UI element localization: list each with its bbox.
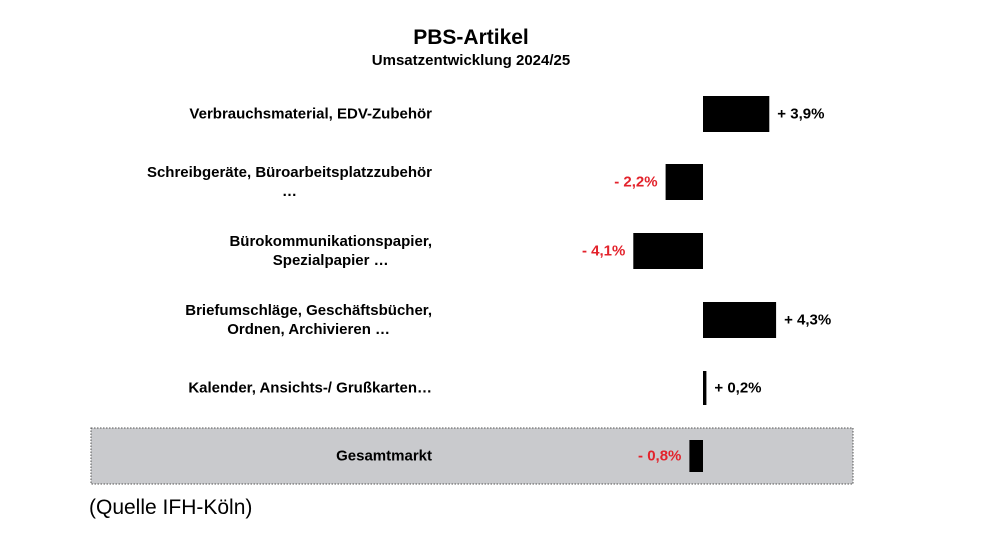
value-label: - 4,1% <box>581 242 626 260</box>
category-label: Schreibgeräte, Büroarbeitsplatzzubehör … <box>146 164 432 200</box>
bar <box>703 96 770 132</box>
bar <box>633 233 703 269</box>
category-label: Briefumschläge, Geschäftsbücher, Ordnen,… <box>185 302 432 338</box>
category-label: Bürokommunikationspapier, Spezialpapier … <box>229 233 432 269</box>
category-label: Kalender, Ansichts-/ Grußkarten… <box>188 379 432 397</box>
chart-title: PBS-Artikel <box>413 26 529 49</box>
bar <box>689 440 703 472</box>
chart-subtitle: Umsatzentwicklung 2024/25 <box>371 52 571 69</box>
value-label: + 4,3% <box>784 311 832 329</box>
value-label: + 3,9% <box>777 105 825 123</box>
bar <box>703 371 707 405</box>
category-label: Verbrauchsmaterial, EDV-Zubehör <box>189 105 432 123</box>
value-label: - 2,2% <box>614 173 658 191</box>
bar <box>703 302 777 338</box>
category-label: Gesamtmarkt <box>336 447 432 465</box>
value-label: + 0,2% <box>714 379 762 397</box>
bar <box>665 164 703 200</box>
source-note: (Quelle IFH-Köln) <box>89 496 253 519</box>
value-label: - 0,8% <box>638 447 682 465</box>
total-highlight <box>90 427 854 485</box>
